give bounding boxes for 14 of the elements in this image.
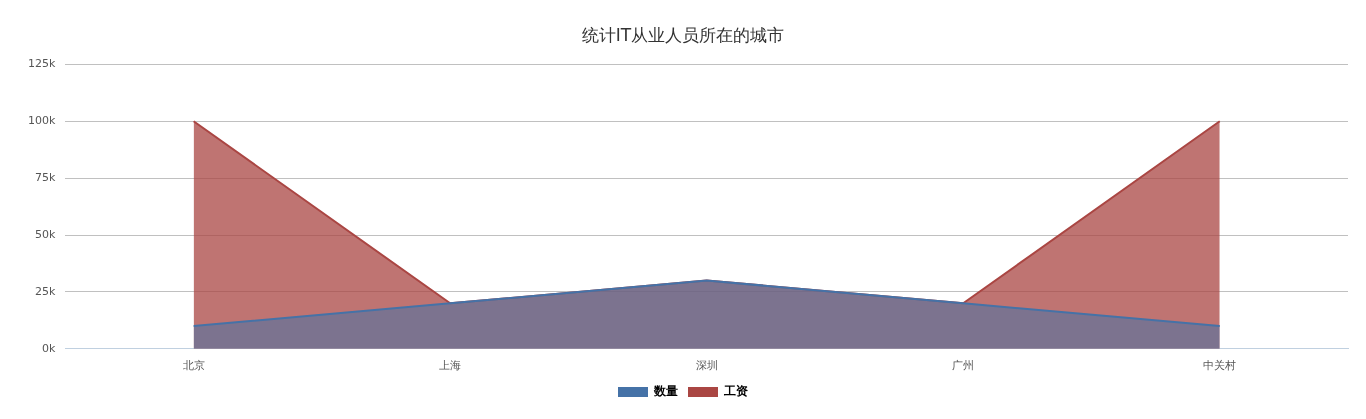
y-tick-label: 125k <box>27 57 56 71</box>
legend-label: 数量 <box>653 384 678 399</box>
x-tick-label: 中关村 <box>1203 359 1237 373</box>
x-tick-label: 深圳 <box>695 359 718 373</box>
y-tick-label: 100k <box>27 114 56 128</box>
chart-title: 统计IT从业人员所在的城市 <box>581 24 785 45</box>
x-tick-label: 上海 <box>439 359 462 373</box>
y-tick-label: 75k <box>34 171 56 185</box>
legend-label: 工资 <box>723 384 748 399</box>
x-tick-label: 广州 <box>952 359 975 373</box>
y-tick-label: 0k <box>41 341 56 355</box>
x-tick-label: 北京 <box>182 359 205 373</box>
y-tick-label: 50k <box>34 227 56 241</box>
y-tick-label: 25k <box>34 284 56 298</box>
